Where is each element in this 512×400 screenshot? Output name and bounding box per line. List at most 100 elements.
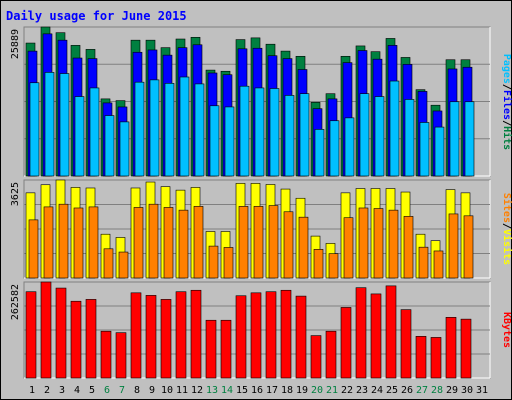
y-max-label: 3625 (10, 182, 21, 206)
y-series-label-part: KBytes (501, 312, 512, 348)
bar-kbytes-day-7 (115, 332, 127, 379)
bar-pages-day-6 (104, 115, 115, 177)
y-series-label: KBytes (501, 312, 512, 348)
bar-kbytes-day-25 (385, 285, 397, 379)
y-max-label: 262582 (10, 284, 21, 320)
bar-pages-day-3 (59, 73, 70, 177)
x-tick-label-day-31: 31 (476, 385, 488, 396)
bar-pages-day-13 (209, 105, 220, 177)
bar-kbytes-day-13 (205, 319, 217, 379)
bar-kbytes-day-1 (25, 291, 37, 379)
x-tick-label-day-25: 25 (386, 385, 398, 396)
x-tick-label-day-18: 18 (281, 385, 293, 396)
y-series-label-part: Files (501, 90, 512, 120)
y-series-label: Sites/Visits (501, 193, 512, 265)
x-tick-label-day-4: 4 (74, 385, 80, 396)
x-tick-label-day-24: 24 (371, 385, 383, 396)
bar-sites-day-3 (58, 203, 69, 279)
bar-kbytes-day-2 (40, 281, 52, 379)
x-axis-labels: 1 2 3 4 5 6 7 8 9 10 11 12 13 14 15 16 17 18 19 20 21 22 23 24 2… (29, 385, 488, 396)
bar-kbytes-day-22 (340, 307, 352, 379)
x-tick-label-day-14: 14 (221, 385, 233, 396)
bar-kbytes-day-17 (265, 291, 277, 379)
bar-pages-day-21 (329, 120, 340, 177)
x-tick-label-day-19: 19 (296, 385, 308, 396)
bar-kbytes-day-3 (55, 287, 67, 379)
bar-sites-day-14 (223, 247, 234, 279)
bar-pages-day-18 (284, 95, 295, 177)
panel-kbytes: 262582 KBytes (10, 281, 512, 379)
y-max-label: 25889 (10, 29, 21, 59)
bar-sites-day-25 (388, 209, 399, 279)
bar-sites-day-30 (463, 215, 474, 279)
bar-pages-day-8 (134, 81, 145, 177)
bar-pages-day-23 (359, 93, 370, 177)
bar-pages-day-30 (464, 101, 475, 177)
bar-sites-day-17 (268, 205, 279, 279)
panel-visits-sites: 3625 Sites/Visits (10, 179, 512, 279)
bar-kbytes-day-30 (460, 318, 472, 379)
x-tick-label-day-28: 28 (431, 385, 443, 396)
bar-sites-day-27 (418, 246, 429, 279)
bar-pages-day-1 (29, 82, 40, 177)
bar-kbytes-day-26 (400, 309, 412, 379)
bar-kbytes-day-29 (445, 317, 457, 379)
x-tick-label-day-2: 2 (44, 385, 50, 396)
bar-sites-day-18 (283, 211, 294, 279)
x-tick-label-day-20: 20 (311, 385, 323, 396)
bar-pages-day-7 (119, 121, 130, 177)
chart-title: Daily usage for June 2015 (6, 9, 187, 23)
bar-kbytes-day-10 (160, 299, 172, 379)
bar-pages-day-15 (239, 85, 250, 177)
bar-pages-day-24 (374, 96, 385, 177)
x-tick-label-day-13: 13 (206, 385, 218, 396)
x-tick-label-day-27: 27 (416, 385, 428, 396)
bar-sites-day-29 (448, 213, 459, 279)
bar-pages-day-4 (74, 96, 85, 177)
bar-kbytes-day-21 (325, 330, 337, 379)
bar-kbytes-day-11 (175, 291, 187, 379)
bar-pages-day-27 (419, 122, 430, 177)
bar-pages-day-16 (254, 87, 265, 177)
bar-kbytes-day-19 (295, 295, 307, 379)
bar-pages-day-22 (344, 117, 355, 177)
bar-pages-day-29 (449, 101, 460, 177)
bar-sites-day-5 (88, 206, 99, 279)
x-tick-label-day-30: 30 (461, 385, 473, 396)
bar-sites-day-24 (373, 208, 384, 279)
bar-sites-day-20 (313, 249, 324, 279)
y-series-label-part: Hits (501, 126, 512, 150)
bar-pages-day-28 (434, 126, 445, 177)
bar-kbytes-day-24 (370, 293, 382, 379)
bar-sites-day-10 (163, 207, 174, 279)
bar-sites-day-9 (148, 203, 159, 279)
x-tick-label-day-17: 17 (266, 385, 278, 396)
bar-kbytes-day-28 (430, 337, 442, 379)
bar-kbytes-day-15 (235, 295, 247, 379)
bar-sites-day-1 (28, 219, 39, 279)
bar-sites-day-6 (103, 248, 114, 279)
y-series-label-part: Visits (501, 229, 512, 265)
bar-pages-day-11 (179, 76, 190, 177)
bar-pages-day-25 (389, 80, 400, 177)
x-tick-label-day-5: 5 (89, 385, 95, 396)
x-tick-label-day-7: 7 (119, 385, 125, 396)
bar-pages-day-5 (89, 87, 100, 177)
bar-kbytes-day-14 (220, 319, 232, 379)
bar-pages-day-10 (164, 83, 175, 177)
bar-pages-day-9 (149, 79, 160, 177)
bar-sites-day-13 (208, 245, 219, 279)
y-series-label: Pages/Files/Hits (501, 54, 512, 150)
x-tick-label-day-23: 23 (356, 385, 368, 396)
y-series-label-part: / (501, 84, 512, 90)
bar-pages-day-26 (404, 99, 415, 177)
bar-kbytes-day-16 (250, 292, 262, 379)
bar-sites-day-26 (403, 216, 414, 279)
bar-sites-day-15 (238, 206, 249, 279)
y-series-label-part: Pages (501, 54, 512, 84)
bar-sites-day-4 (73, 207, 84, 279)
x-tick-label-day-9: 9 (149, 385, 155, 396)
bar-sites-day-22 (343, 217, 354, 279)
y-series-label-part: / (501, 120, 512, 126)
